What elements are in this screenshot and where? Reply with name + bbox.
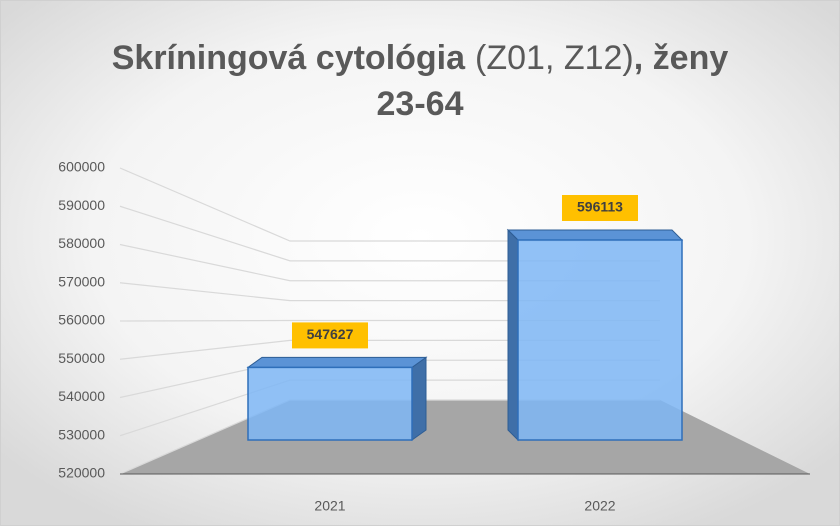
- chart-title: Skríningová cytológia (Z01, Z12), ženy: [112, 39, 729, 77]
- bar-side: [507, 228, 519, 442]
- y-tick-label: 590000: [58, 197, 105, 213]
- value-label: 547627: [307, 326, 354, 342]
- y-tick-label: 580000: [58, 235, 105, 251]
- y-tick-label: 520000: [58, 465, 105, 481]
- y-tick-label: 550000: [58, 350, 105, 366]
- y-tick-label: 600000: [58, 159, 105, 175]
- bar-top: [506, 229, 684, 241]
- bar-side: [411, 356, 427, 441]
- bar-top: [246, 356, 428, 368]
- x-tick-label: 2021: [314, 498, 345, 514]
- x-tick-label: 2022: [584, 498, 615, 514]
- bar: [517, 239, 683, 441]
- bar: [247, 366, 413, 441]
- y-tick-label: 540000: [58, 388, 105, 404]
- value-label-box: [562, 195, 638, 221]
- value-label-box: [292, 322, 368, 349]
- y-tick-label: 560000: [58, 312, 105, 328]
- chart-title-line2: 23-64: [377, 85, 464, 123]
- value-label: 596113: [577, 199, 623, 215]
- y-tick-label: 570000: [58, 273, 105, 289]
- y-tick-label: 530000: [58, 426, 105, 442]
